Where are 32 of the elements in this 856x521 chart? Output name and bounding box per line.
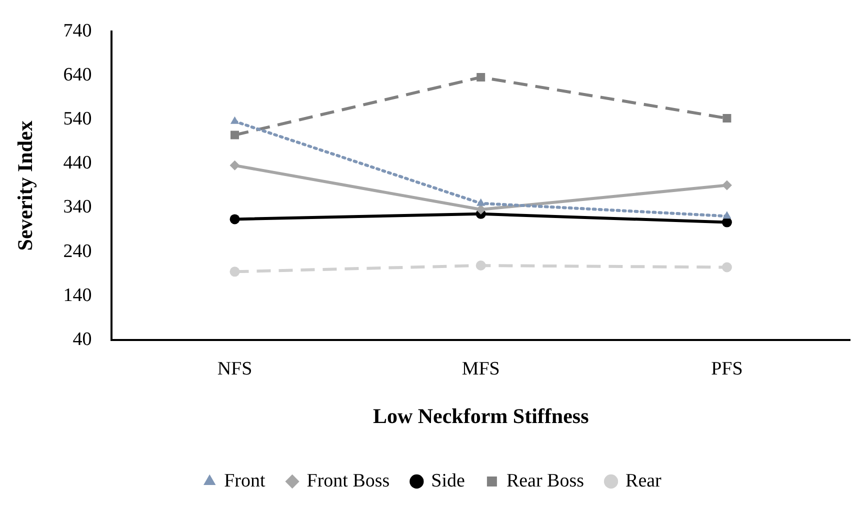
y-tick-label: 740 xyxy=(63,20,92,42)
y-tick-label: 440 xyxy=(63,152,92,174)
legend-label: Front Boss xyxy=(306,470,390,492)
point xyxy=(230,160,240,170)
point xyxy=(230,116,240,124)
y-tick-label: 40 xyxy=(72,328,92,350)
point xyxy=(722,211,732,219)
point xyxy=(230,130,239,140)
point xyxy=(476,204,486,215)
point xyxy=(476,260,486,270)
x-axis-title: Low Neckform Stiffness xyxy=(372,404,589,428)
point xyxy=(230,214,240,224)
y-axis-title: Severity Index xyxy=(13,120,38,251)
y-tick-label: 140 xyxy=(63,284,92,306)
y-tick-label: 540 xyxy=(63,108,92,130)
legend-label: Front xyxy=(224,470,266,492)
y-tick-label: 240 xyxy=(63,240,92,262)
legend-label: Side xyxy=(431,470,465,492)
x-tick-label: MFS xyxy=(462,358,500,380)
point xyxy=(476,198,486,206)
legend-label: Rear xyxy=(626,470,662,492)
point xyxy=(722,114,732,122)
x-tick-label: NFS xyxy=(217,358,252,380)
point xyxy=(476,73,486,82)
point xyxy=(722,217,732,228)
y-tick-label: 340 xyxy=(63,196,92,218)
legend-label: Rear Boss xyxy=(506,470,584,492)
x-tick-label: PFS xyxy=(711,358,743,380)
point xyxy=(722,180,732,190)
point xyxy=(722,262,732,272)
y-tick-label: 640 xyxy=(63,64,92,86)
point xyxy=(230,266,240,277)
